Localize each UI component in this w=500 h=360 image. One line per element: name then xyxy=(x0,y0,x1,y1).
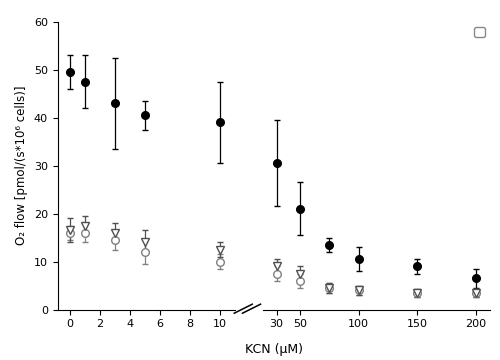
Text: KCN (μM): KCN (μM) xyxy=(245,343,303,356)
Legend:  xyxy=(474,27,485,37)
Y-axis label: O₂ flow [pmol/(s*10⁶ cells)]: O₂ flow [pmol/(s*10⁶ cells)] xyxy=(15,86,28,246)
